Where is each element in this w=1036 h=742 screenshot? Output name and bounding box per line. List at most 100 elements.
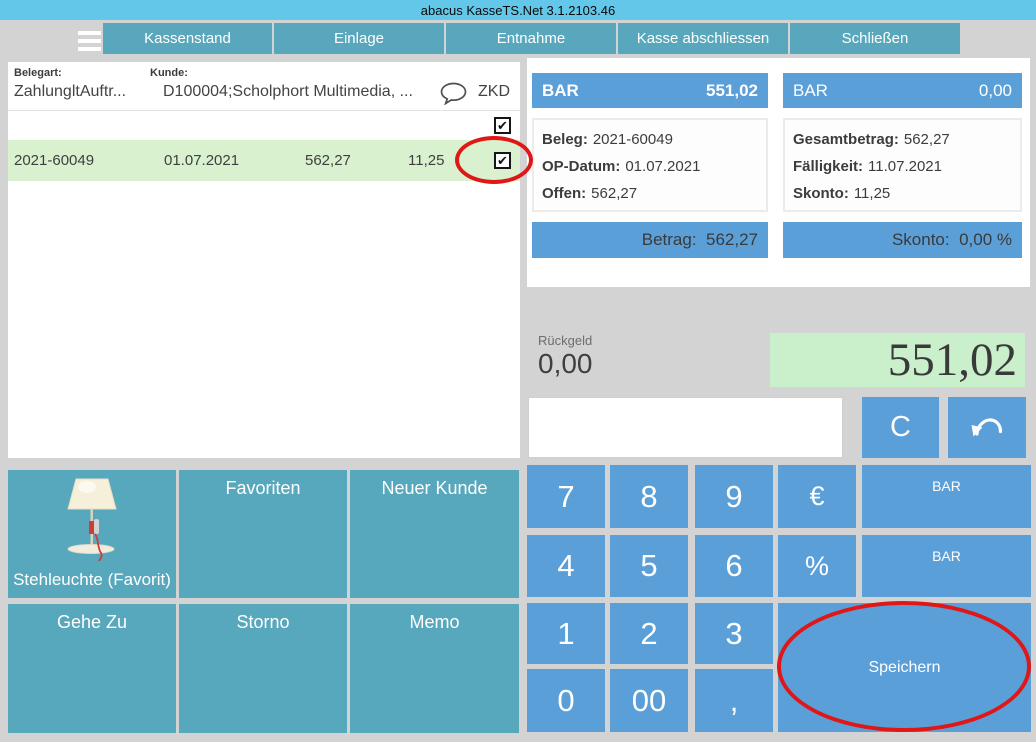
numpad-key-9[interactable]: 9 — [695, 465, 773, 528]
key-label: 3 — [725, 615, 743, 651]
payment-method-active[interactable]: BAR 551,02 — [532, 73, 768, 108]
detail-value: 562,27 — [903, 131, 950, 148]
method-label: BAR — [542, 80, 579, 100]
betrag-bar[interactable]: Betrag: 562,27 — [532, 222, 768, 258]
rueckgeld-value: 0,00 — [538, 348, 593, 379]
method-amount: 551,02 — [706, 80, 758, 100]
row-skonto: 11,25 — [408, 152, 445, 169]
select-all-checkbox[interactable]: ✔ — [494, 117, 511, 134]
nav-button-einlage[interactable]: Einlage — [274, 23, 444, 54]
detail-label: Offen: — [542, 185, 587, 202]
nav-button-kassenstand[interactable]: Kassenstand — [103, 23, 272, 54]
bar-payment-button-top[interactable]: BAR — [862, 465, 1031, 528]
detail-label: Gesamtbetrag: — [793, 131, 899, 148]
nav-label: Schließen — [841, 30, 909, 47]
numpad-key-2[interactable]: 2 — [610, 603, 688, 664]
tile-gehe-zu[interactable]: Gehe Zu — [8, 604, 176, 733]
key-label: 6 — [725, 548, 743, 583]
tile-stehleuchte-favorit[interactable]: Stehleuchte (Favorit) — [8, 470, 176, 598]
skonto-bar[interactable]: Skonto: 0,00 % — [783, 222, 1022, 258]
detail-value: 562,27 — [591, 185, 638, 202]
tile-storno[interactable]: Storno — [179, 604, 347, 733]
betrag-label: Betrag: — [641, 230, 697, 249]
key-label: , — [729, 682, 739, 718]
kunde-label: Kunde: — [150, 67, 188, 79]
check-mark: ✔ — [497, 118, 508, 133]
payment-method-secondary[interactable]: BAR 0,00 — [783, 73, 1022, 108]
undo-icon — [969, 414, 1005, 441]
amount-input[interactable] — [528, 397, 843, 458]
detail-label: Fälligkeit: — [793, 158, 864, 175]
numpad-key-percent[interactable]: % — [778, 535, 856, 597]
undo-button[interactable] — [948, 397, 1026, 458]
numpad-key-00[interactable]: 00 — [610, 669, 688, 732]
method-amount: 0,00 — [978, 80, 1012, 100]
key-label: 7 — [557, 478, 575, 514]
detail-value: 2021-60049 — [592, 131, 673, 148]
detail-value: 01.07.2021 — [625, 158, 701, 175]
euro-icon: € — [809, 481, 825, 511]
detail-label: Beleg: — [542, 131, 588, 148]
numpad-key-1[interactable]: 1 — [527, 603, 605, 664]
open-items-panel: Belegart: ZahlungltAuftr... Kunde: D1000… — [8, 62, 520, 458]
numpad-key-5[interactable]: 5 — [610, 535, 688, 597]
row-beleg: 2021-60049 — [14, 152, 95, 169]
comment-bubble-icon[interactable] — [440, 82, 467, 110]
numpad-key-4[interactable]: 4 — [527, 535, 605, 597]
zkd-code: ZKD — [478, 83, 510, 100]
skonto-value: 0,00 % — [959, 230, 1012, 249]
tile-label: Favoriten — [225, 478, 301, 498]
kunde-value[interactable]: D100004;Scholphort Multimedia, ... — [163, 83, 413, 100]
nav-label: Entnahme — [496, 30, 566, 47]
numpad-key-6[interactable]: 6 — [695, 535, 773, 597]
tile-label: Gehe Zu — [56, 612, 128, 632]
percent-icon: % — [804, 550, 829, 581]
numpad-key-euro[interactable]: € — [778, 465, 856, 528]
clear-label: C — [890, 411, 911, 443]
belegart-value[interactable]: ZahlungltAuftr... — [14, 83, 127, 100]
clear-button[interactable]: C — [862, 397, 939, 458]
amount-display: 551,02 — [770, 333, 1025, 387]
lamp-product-image — [56, 475, 128, 568]
belegart-label: Belegart: — [14, 67, 62, 79]
speichern-button[interactable]: Speichern — [778, 603, 1031, 732]
tile-label: Storno — [236, 612, 290, 632]
key-label: 5 — [640, 548, 658, 583]
save-label: Speichern — [868, 658, 941, 676]
row-datum: 01.07.2021 — [164, 152, 240, 169]
key-label: 1 — [557, 615, 575, 651]
window-title: abacus KasseTS.Net 3.1.2103.46 — [420, 2, 616, 18]
bar-payment-button-bottom[interactable]: BAR — [862, 535, 1031, 597]
numpad-key-8[interactable]: 8 — [610, 465, 688, 528]
bar-label: BAR — [932, 548, 961, 564]
display-value: 551,02 — [887, 334, 1017, 386]
tile-label: Memo — [409, 612, 460, 632]
nav-button-schliessen[interactable]: Schließen — [790, 23, 960, 54]
tile-label: Neuer Kunde — [381, 478, 488, 498]
nav-button-kasse-abschliessen[interactable]: Kasse abschliessen — [618, 23, 788, 54]
document-details-right: Gesamtbetrag: 562,27 Fälligkeit: 11.07.202… — [783, 118, 1022, 212]
nav-button-entnahme[interactable]: Entnahme — [446, 23, 616, 54]
tile-memo[interactable]: Memo — [350, 604, 519, 733]
menu-icon[interactable] — [78, 31, 101, 51]
key-label: 8 — [640, 478, 658, 514]
tile-label: Stehleuchte (Favorit) — [13, 570, 171, 589]
key-label: 00 — [631, 682, 667, 718]
tile-favoriten[interactable]: Favoriten — [179, 470, 347, 598]
tile-neuer-kunde[interactable]: Neuer Kunde — [350, 470, 519, 598]
numpad-key-0[interactable]: 0 — [527, 669, 605, 732]
row-checkbox[interactable]: ✔ — [494, 152, 511, 169]
detail-value: 11.07.2021 — [868, 158, 942, 175]
window-titlebar: abacus KasseTS.Net 3.1.2103.46 — [0, 0, 1036, 20]
rueckgeld-label: Rückgeld — [538, 333, 593, 348]
detail-label: Skonto: — [793, 185, 849, 202]
numpad-key-comma[interactable]: , — [695, 669, 773, 732]
open-item-row[interactable]: 2021-60049 01.07.2021 562,27 11,25 ✔ — [8, 140, 520, 181]
document-details-left: Beleg: 2021-60049 OP-Datum: 01.07.2021 Off… — [532, 118, 768, 212]
numpad-key-7[interactable]: 7 — [527, 465, 605, 528]
numpad-key-3[interactable]: 3 — [695, 603, 773, 664]
method-label: BAR — [793, 80, 828, 100]
key-label: 4 — [557, 548, 575, 583]
detail-value: 11,25 — [853, 185, 891, 202]
key-label: 2 — [640, 615, 658, 651]
